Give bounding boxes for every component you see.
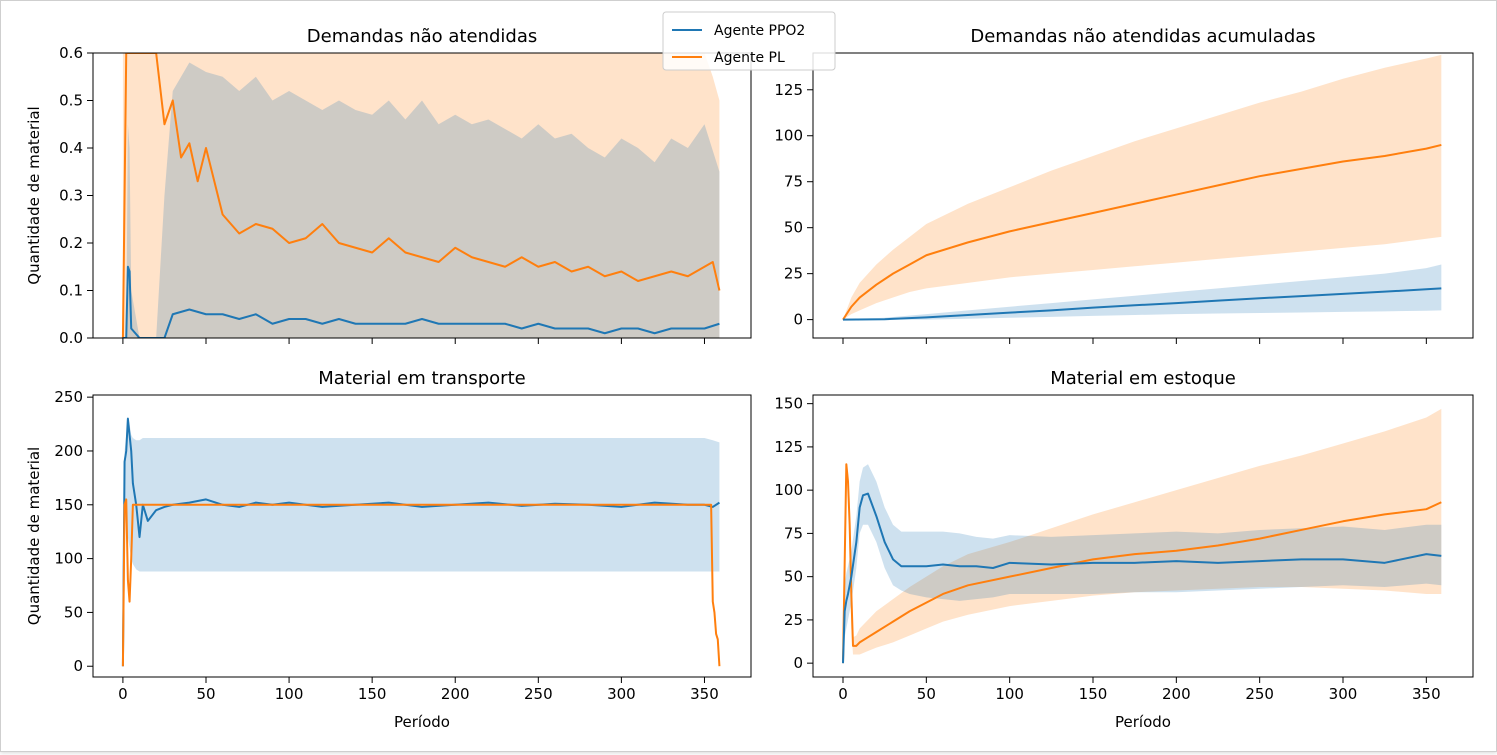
- y-tick-label: 25: [784, 265, 803, 283]
- y-tick-label: 150: [774, 395, 803, 413]
- y-tick-label: 200: [54, 442, 83, 460]
- x-tick-label: 100: [275, 685, 304, 703]
- y-axis-label: Quantidade de material: [25, 447, 43, 625]
- y-tick-label: 150: [54, 496, 83, 514]
- y-tick-label: 50: [784, 568, 803, 586]
- x-tick-label: 250: [1245, 685, 1274, 703]
- line-agente-pl: [842, 143, 1442, 321]
- x-tick-label: 300: [607, 685, 636, 703]
- subplot-3: 0 50 100 150 200 250 300 350 0 50 100 150 200 250 Mate…: [25, 368, 752, 731]
- band-agente-pl: [122, 53, 720, 338]
- plot-area: [121, 53, 721, 338]
- x-tick-label: 150: [1079, 685, 1108, 703]
- band-agente-ppo2: [843, 264, 1442, 320]
- y-tick-label: 100: [774, 127, 803, 145]
- axes-frame: [92, 394, 752, 678]
- subplot-title: Material em estoque: [1050, 368, 1236, 389]
- y-tick-label: 0: [793, 654, 803, 672]
- band-agente-pl: [843, 54, 1442, 320]
- y-tick-label: 50: [64, 603, 83, 621]
- y-tick-label: 0: [73, 657, 83, 675]
- subplot-2: 0 25 50 75 100 125 Demandas não atendidas acum…: [774, 26, 1474, 344]
- x-tick-label: 150: [358, 685, 387, 703]
- plot-area: [842, 408, 1442, 664]
- y-tick-label: 125: [774, 438, 803, 456]
- legend: Agente PPO2 Agente PL: [662, 11, 836, 71]
- x-tick-label: 350: [690, 685, 719, 703]
- line-agente-ppo2: [122, 265, 720, 338]
- band-agente-ppo2: [843, 464, 1442, 664]
- y-tick-label: 0.0: [59, 329, 83, 347]
- legend-box: [662, 11, 836, 71]
- line-agente-pl: [842, 463, 1442, 664]
- subplot-title: Material em transporte: [318, 368, 525, 389]
- y-tick-label: 100: [54, 550, 83, 568]
- y-tick-label: 0: [793, 311, 803, 329]
- band-agente-ppo2: [122, 62, 720, 338]
- x-tick-label: 50: [917, 685, 936, 703]
- y-tick-label: 125: [774, 81, 803, 99]
- line-agente-ppo2: [842, 492, 1442, 664]
- x-tick-label: 0: [838, 685, 848, 703]
- plot-area: [842, 54, 1442, 321]
- y-tick-label: 0.5: [59, 92, 83, 110]
- y-tick-label: 100: [774, 481, 803, 499]
- y-tick-label: 75: [784, 524, 803, 542]
- x-tick-label: 100: [995, 685, 1024, 703]
- legend-label-1: Agente PPO2: [714, 23, 805, 39]
- y-tick-label: 0.2: [59, 234, 83, 252]
- y-tick-label: 25: [784, 611, 803, 629]
- x-tick-label: 0: [118, 685, 128, 703]
- y-tick-label: 0.3: [59, 187, 83, 205]
- x-axis-label: Período: [394, 713, 450, 731]
- subplot-title: Demandas não atendidas: [307, 26, 537, 47]
- axes-frame: [812, 52, 1474, 339]
- plot-area: [121, 416, 721, 667]
- legend-label-2: Agente PL: [714, 50, 785, 66]
- y-tick-label: 0.6: [59, 44, 83, 62]
- y-tick-label: 0.1: [59, 282, 83, 300]
- band-agente-pl: [843, 408, 1442, 664]
- x-tick-label: 250: [524, 685, 553, 703]
- subplot-title: Demandas não atendidas acumuladas: [970, 26, 1315, 47]
- x-tick-label: 200: [1162, 685, 1191, 703]
- y-tick-label: 250: [54, 388, 83, 406]
- x-tick-label: 350: [1412, 685, 1441, 703]
- x-tick-label: 50: [196, 685, 215, 703]
- line-agente-ppo2: [842, 287, 1442, 321]
- x-tick-label: 200: [441, 685, 470, 703]
- x-axis-label: Período: [1115, 713, 1171, 731]
- line-agente-pl: [121, 53, 721, 338]
- y-tick-label: 75: [784, 173, 803, 191]
- y-axis-label: Quantidade de material: [25, 106, 43, 284]
- line-agente-pl: [121, 498, 721, 667]
- subplot-4: 0 50 100 150 200 250 300 350 0 25 50 75 100 125 150 Mat…: [774, 368, 1474, 731]
- band-agente-ppo2: [122, 416, 720, 667]
- x-tick-label: 300: [1329, 685, 1358, 703]
- subplot-1: 0.0 0.1 0.2 0.3 0.4 0.5 0.6 Demandas não atendi…: [25, 26, 752, 347]
- axes-frame: [812, 394, 1474, 678]
- y-tick-label: 0.4: [59, 139, 83, 157]
- y-tick-label: 50: [784, 219, 803, 237]
